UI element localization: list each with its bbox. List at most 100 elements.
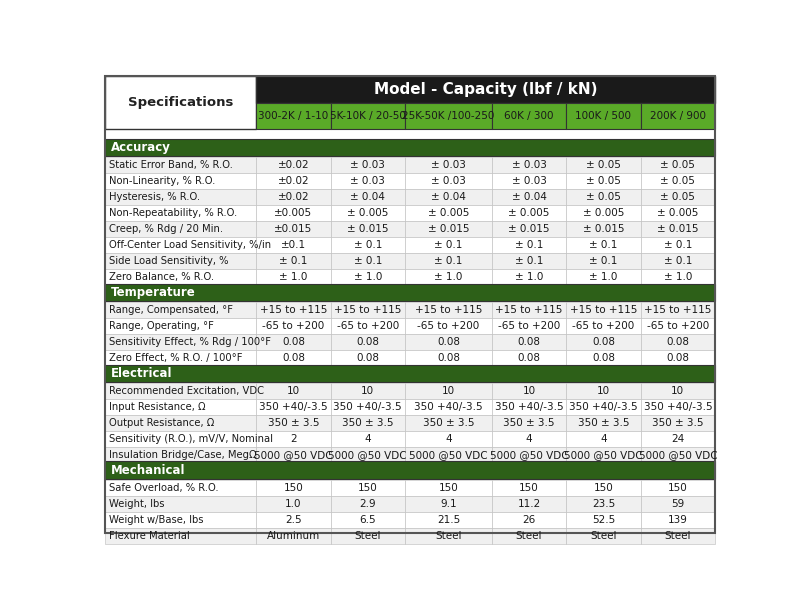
Text: 150: 150 [594,483,614,493]
Bar [256,205,330,221]
Text: 10: 10 [442,386,455,396]
Bar [105,139,715,156]
Text: ± 0.05: ± 0.05 [586,192,621,202]
Bar [105,334,256,350]
Text: ±0.02: ±0.02 [278,176,310,186]
Text: 5000 @50 VDC: 5000 @50 VDC [254,450,333,460]
Bar [641,480,715,496]
Bar [641,221,715,237]
Bar [105,283,715,301]
Bar [566,157,641,174]
Text: 9.1: 9.1 [440,499,457,509]
Text: 0.08: 0.08 [282,337,305,347]
Bar [105,431,256,447]
Bar [405,431,492,447]
Bar [492,302,566,318]
Text: Sensitivity (R.O.), mV/V, Nominal: Sensitivity (R.O.), mV/V, Nominal [109,434,273,444]
Text: Zero Balance, % R.O.: Zero Balance, % R.O. [109,272,214,282]
Bar [330,447,405,463]
Bar [330,174,405,189]
Text: ± 0.005: ± 0.005 [509,208,550,218]
Bar [566,221,641,237]
Text: Steel: Steel [516,531,542,541]
Bar [492,237,566,253]
Text: Accuracy: Accuracy [111,141,171,154]
Bar [405,189,492,205]
Text: 5K-10K / 20-50: 5K-10K / 20-50 [330,111,406,121]
Bar [105,237,256,253]
Text: 10: 10 [362,386,374,396]
Text: +15 to +115: +15 to +115 [570,305,637,315]
Bar [256,269,330,285]
Text: Insulation Bridge/Case, MegΩ: Insulation Bridge/Case, MegΩ [109,450,256,460]
Text: Specifications: Specifications [128,96,234,109]
Text: ± 0.05: ± 0.05 [586,160,621,171]
Text: Static Error Band, % R.O.: Static Error Band, % R.O. [109,160,233,171]
Bar [105,415,256,431]
Bar [566,447,641,463]
Bar [330,334,405,350]
Bar [105,447,256,463]
Text: +15 to +115: +15 to +115 [334,305,402,315]
Bar [105,399,256,415]
Bar [256,399,330,415]
Bar [256,496,330,512]
Text: ± 0.03: ± 0.03 [512,160,546,171]
Text: 10: 10 [671,386,685,396]
Text: 0.08: 0.08 [437,353,460,363]
Bar [256,189,330,205]
Text: 0.08: 0.08 [518,337,541,347]
Text: -65 to +200: -65 to +200 [498,321,560,331]
Text: ± 0.04: ± 0.04 [512,192,546,202]
Bar [256,447,330,463]
Text: 350 +40/-3.5: 350 +40/-3.5 [334,402,402,412]
Text: ± 0.015: ± 0.015 [657,224,698,234]
Bar [105,174,256,189]
Text: ± 0.03: ± 0.03 [350,176,386,186]
Bar [405,496,492,512]
Bar [492,253,566,269]
Bar [256,174,330,189]
Text: ± 0.03: ± 0.03 [431,160,466,171]
Text: ±0.005: ±0.005 [274,208,313,218]
Text: 5000 @50 VDC: 5000 @50 VDC [564,450,642,460]
Bar [330,157,405,174]
Text: 24: 24 [671,434,685,444]
Bar [492,157,566,174]
Text: 200K / 900: 200K / 900 [650,111,706,121]
Bar [492,496,566,512]
Bar [566,269,641,285]
Bar [105,253,256,269]
Bar [492,189,566,205]
Text: 2.5: 2.5 [285,515,302,525]
Bar [641,399,715,415]
Bar [105,157,256,174]
Bar [330,480,405,496]
Text: Side Load Sensitivity, %: Side Load Sensitivity, % [109,256,228,266]
Text: -65 to +200: -65 to +200 [337,321,399,331]
Text: 10: 10 [287,386,300,396]
Text: 350 ± 3.5: 350 ± 3.5 [503,418,555,428]
Bar [641,103,715,130]
Text: ± 0.1: ± 0.1 [664,256,692,266]
Bar [641,334,715,350]
Text: ± 1.0: ± 1.0 [279,272,307,282]
Text: Aluminum: Aluminum [266,531,320,541]
Bar [405,334,492,350]
Bar [405,174,492,189]
Bar [405,205,492,221]
Text: 4: 4 [365,434,371,444]
Bar [256,157,330,174]
Text: 150: 150 [438,483,458,493]
Text: ± 0.03: ± 0.03 [512,176,546,186]
Text: ± 0.05: ± 0.05 [661,192,695,202]
Text: +15 to +115: +15 to +115 [495,305,563,315]
Bar [256,318,330,334]
Bar [566,205,641,221]
Text: 0.08: 0.08 [282,353,305,363]
Text: 350 ± 3.5: 350 ± 3.5 [652,418,704,428]
Bar [256,415,330,431]
Bar [492,399,566,415]
Text: ± 0.05: ± 0.05 [586,176,621,186]
Bar [405,480,492,496]
